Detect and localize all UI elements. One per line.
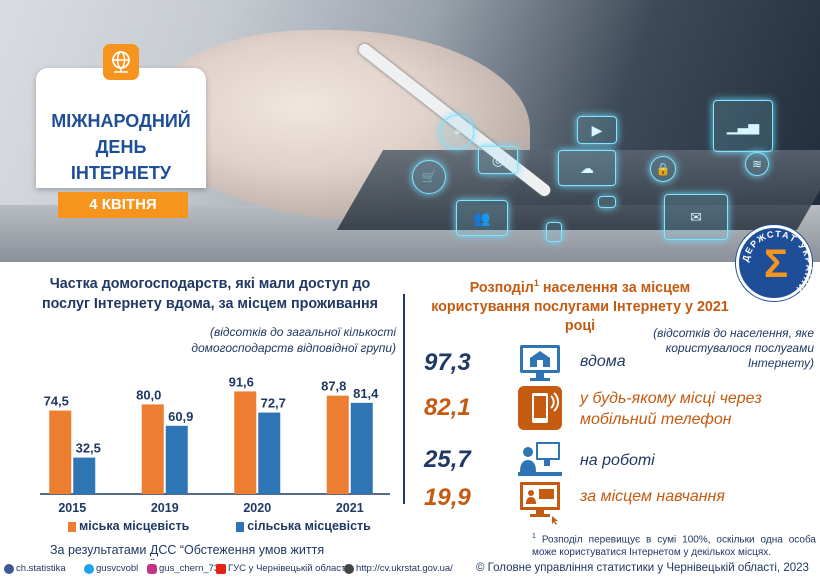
chart-title: Частка домогосподарств, які мали доступ … [41, 276, 378, 312]
facebook-icon [4, 563, 14, 574]
bar-value-label: 81,4 [353, 386, 379, 401]
event-title-card: МІЖНАРОДНИЙ ДЕНЬ ІНТЕРНЕТУ [36, 44, 206, 188]
bar-urban-2015 [49, 410, 72, 494]
x-tick-label: 2020 [243, 501, 271, 515]
document-icon [546, 222, 562, 242]
play-icon: ▶ [577, 116, 617, 144]
bar-value-label: 60,9 [168, 409, 193, 424]
derzhstat-logo-ring: ДЕРЖСТАТ УКРАЇНИ [740, 229, 812, 295]
bar-urban-2019 [141, 404, 164, 494]
chart-units-note: (відсотків до загальної кількості домого… [191, 325, 396, 355]
footnote-text: Розподіл перевищує в сумі 100%, оскільки… [532, 534, 816, 559]
usage-value: 82,1 [424, 394, 471, 421]
instagram-icon [147, 563, 157, 574]
event-title-line: МІЖНАРОДНИЙ [51, 111, 191, 131]
x-tick-label: 2015 [58, 501, 86, 515]
distribution-title-text: населення за місцем користування послуга… [431, 279, 729, 334]
web-icon [344, 563, 354, 574]
usage-row-home: 97,3 вдома [424, 343, 820, 389]
distribution-title-text: Розподіл [469, 279, 534, 296]
x-tick-label: 2021 [336, 501, 364, 515]
event-title: МІЖНАРОДНИЙ ДЕНЬ ІНТЕРНЕТУ [36, 108, 206, 186]
users-icon: 👥 [456, 200, 508, 236]
bar-value-label: 72,7 [261, 396, 286, 411]
usage-label: вдома [580, 353, 626, 370]
bar-value-label: 74,5 [44, 394, 69, 409]
cart-icon: 🛒 [412, 160, 446, 194]
usage-row-study: 19,9 за місцем навчання [424, 480, 820, 526]
bar-value-label: 87,8 [321, 379, 346, 394]
website-label: http://cv.ukrstat.gov.ua/ [356, 563, 453, 574]
usage-row-mobile: 82,1 у будь-якому місці через мобільний … [424, 386, 820, 432]
event-date: 4 КВІТНЯ [58, 192, 188, 218]
location-pin-icon: ⌖ [440, 115, 474, 149]
bar-value-label: 32,5 [76, 441, 101, 456]
mail-icon: ✉ [664, 194, 728, 240]
cloud-icon: ☁ [558, 150, 616, 186]
distribution-title: Розподіл1 населення за місцем користуван… [420, 274, 740, 336]
website-link[interactable]: http://cv.ukrstat.gov.ua/ [344, 563, 453, 574]
link-icon [598, 196, 616, 208]
bar-chart-icon: ▁▃▅ [713, 100, 773, 152]
household-access-panel: Частка домогосподарств, які мали доступ … [0, 262, 410, 571]
online-education-icon [520, 482, 560, 525]
facebook-label: ch.statistika [16, 563, 66, 574]
facebook-link[interactable]: ch.statistika [4, 563, 66, 574]
footnote-marker: 1 [532, 533, 536, 540]
bar-rural-2015 [73, 457, 96, 494]
bar-urban-2021 [326, 395, 349, 494]
legend-urban-label: міська місцевість [79, 519, 190, 533]
household-bar-chart: 74,5 32,5 2015 80,0 60,9 2019 91,6 72,7 2020 87,8… [40, 374, 390, 515]
legend-rural-swatch [236, 521, 245, 532]
twitter-label: gusvcvobl [96, 563, 139, 574]
legend-rural-label: сільська місцевість [247, 519, 371, 533]
sigma-icon: Σ [763, 242, 788, 286]
usage-label: на роботі [580, 452, 655, 469]
legend-urban-swatch [68, 521, 76, 532]
hero-banner: ⌖ ◎ ▶ ☁ ▁▃▅ 🛒 👥 ✉ 🔒 ≋ МІЖНАРОДНИЙ ДЕНЬ І… [0, 0, 820, 262]
distribution-footnote: 1 Розподіл перевищує в сумі 100%, оскіль… [532, 530, 816, 559]
bar-value-label: 80,0 [136, 387, 161, 402]
event-title-line: ДЕНЬ [95, 137, 147, 157]
event-title-line: ІНТЕРНЕТУ [70, 163, 172, 183]
panel-divider [403, 294, 405, 504]
usage-value: 19,9 [424, 484, 471, 511]
footnote-marker: 1 [533, 278, 539, 288]
youtube-icon [216, 563, 226, 574]
usage-value: 97,3 [424, 349, 471, 376]
usage-label: за місцем навчання [580, 488, 725, 505]
house-monitor-icon [520, 345, 560, 381]
usage-label: у будь-якому місці через мобільний телеф… [580, 390, 762, 428]
wifi-icon: ≋ [745, 152, 769, 176]
bar-rural-2021 [350, 402, 373, 494]
mobile-phone-icon [518, 386, 562, 430]
bar-rural-2019 [165, 425, 188, 494]
bar-urban-2020 [234, 391, 257, 494]
distribution-units-note: (відсотків до населення, яке користувало… [653, 326, 814, 370]
x-tick-label: 2019 [151, 501, 179, 515]
chart-legend: міська місцевість сільська місцевість [68, 519, 371, 533]
instagram-label: gus_chern_73 [159, 563, 220, 574]
twitter-link[interactable]: gusvcvobl [84, 563, 138, 574]
bar-value-label: 91,6 [229, 374, 254, 389]
youtube-link[interactable]: ГУС у Чернівецькій області [216, 563, 348, 574]
lock-icon: 🔒 [650, 156, 676, 182]
usage-row-work: 25,7 на роботі [424, 440, 820, 486]
copyright: © Головне управління статистики у Чернів… [476, 562, 809, 574]
bar-rural-2020 [258, 412, 281, 494]
globe-icon: ◎ [478, 146, 518, 174]
usage-value: 25,7 [424, 446, 471, 473]
instagram-link[interactable]: gus_chern_73 [147, 563, 219, 574]
globe-network-icon [103, 44, 139, 80]
footer-bar: ch.statistika gusvcvobl gus_chern_73 ГУС… [0, 560, 820, 579]
person-at-computer-icon [518, 442, 562, 476]
twitter-icon [84, 563, 94, 574]
youtube-label: ГУС у Чернівецькій області [228, 563, 348, 574]
derzhstat-logo: ДЕРЖСТАТ УКРАЇНИ Σ [736, 225, 813, 301]
